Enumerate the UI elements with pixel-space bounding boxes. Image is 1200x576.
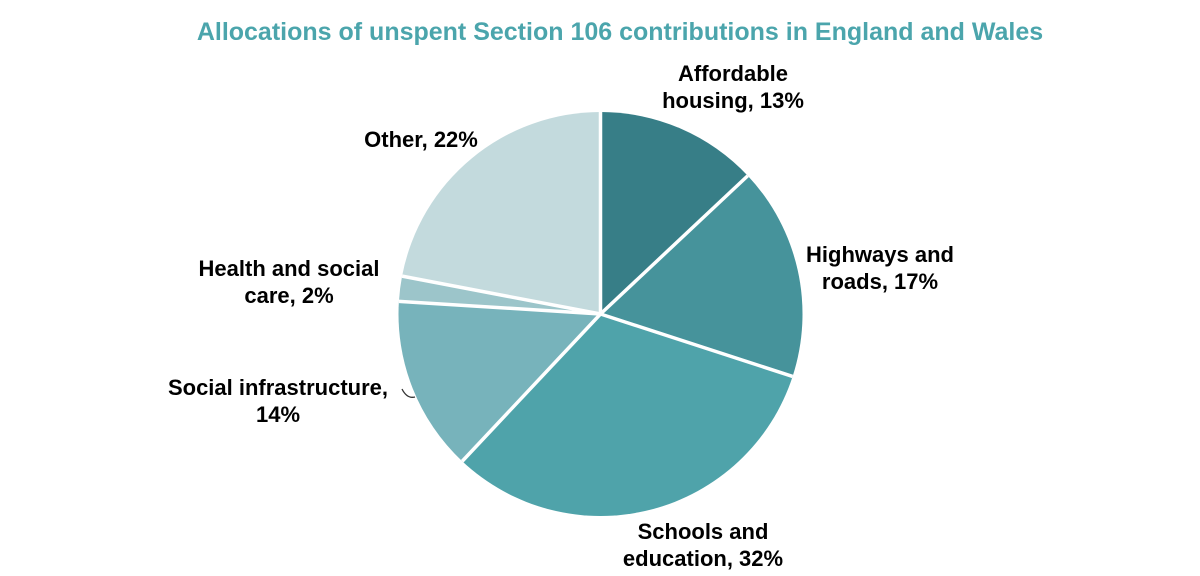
slice-divider-line [398, 299, 601, 316]
slice-label-line: housing, 13% [662, 88, 804, 113]
slice-label-line: education, 32% [622, 546, 784, 571]
pie-slices [398, 112, 803, 516]
slice-dividers [398, 112, 794, 463]
slice-label-line: roads, 17% [821, 269, 939, 294]
slice-divider-line [599, 312, 794, 379]
slice-label-line: care, 2% [244, 283, 334, 308]
slice-label-line: Other, 22% [364, 127, 478, 152]
pie-slice-highways-and-roads [600, 175, 803, 377]
pie-slice-schools-and-education [462, 314, 793, 516]
leader-line-social-infrastructure [401, 388, 416, 398]
slice-divider-line [401, 274, 601, 316]
slice-label-highways-and-roads: Highways and roads, 17% [780, 241, 980, 295]
slice-label-health-and-social-care: Health and social care, 2% [159, 255, 419, 309]
slice-divider-line [460, 312, 602, 463]
chart-title: Allocations of unspent Section 106 contr… [196, 18, 1044, 46]
slice-divider-line [599, 174, 749, 316]
slice-label-line: Affordable [678, 61, 788, 86]
slice-label-other: Other, 22% [321, 126, 521, 153]
slice-label-line: Schools and [637, 519, 769, 544]
pie-slice-other [402, 112, 601, 314]
slice-label-affordable-housing: Affordable housing, 13% [633, 60, 833, 114]
pie-slice-affordable-housing [600, 112, 748, 314]
slice-label-line: Highways and [806, 242, 954, 267]
slice-label-schools-and-education: Schools and education, 32% [603, 518, 803, 572]
slice-label-line: Health and social [198, 256, 380, 281]
slice-label-line: Social infrastructure, [167, 375, 389, 400]
slice-label-social-infrastructure: Social infrastructure, 14% [153, 374, 403, 428]
slice-label-line: 14% [255, 402, 301, 427]
pie-slice-social-infrastructure [398, 301, 601, 462]
